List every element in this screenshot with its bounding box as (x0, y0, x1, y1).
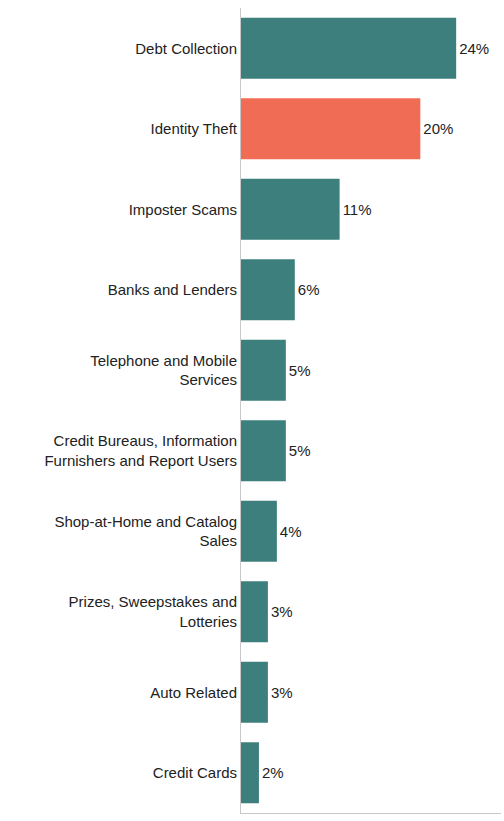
svg-text:6%: 6% (298, 281, 320, 298)
svg-text:Banks and Lenders: Banks and Lenders (108, 281, 237, 298)
svg-text:5%: 5% (289, 362, 311, 379)
svg-text:3%: 3% (271, 603, 293, 620)
svg-text:Debt Collection: Debt Collection (135, 40, 237, 57)
svg-text:Shop-at-Home and CatalogSales: Shop-at-Home and CatalogSales (54, 513, 237, 550)
svg-text:Imposter Scams: Imposter Scams (129, 201, 237, 218)
svg-text:Identity Theft: Identity Theft (151, 120, 238, 137)
svg-text:5%: 5% (289, 442, 311, 459)
svg-text:Telephone and MobileServices: Telephone and MobileServices (90, 352, 237, 389)
svg-text:Prizes, Sweepstakes andLotteri: Prizes, Sweepstakes andLotteries (69, 593, 237, 630)
svg-text:20%: 20% (423, 120, 453, 137)
svg-text:Credit Cards: Credit Cards (153, 764, 237, 781)
svg-text:11%: 11% (343, 201, 372, 218)
svg-text:2%: 2% (262, 764, 284, 781)
svg-text:Credit Bureaus, InformationFur: Credit Bureaus, InformationFurnishers an… (44, 432, 237, 469)
svg-text:4%: 4% (280, 523, 302, 540)
svg-text:24%: 24% (459, 40, 489, 57)
svg-text:3%: 3% (271, 684, 293, 701)
svg-text:Auto Related: Auto Related (150, 684, 237, 701)
